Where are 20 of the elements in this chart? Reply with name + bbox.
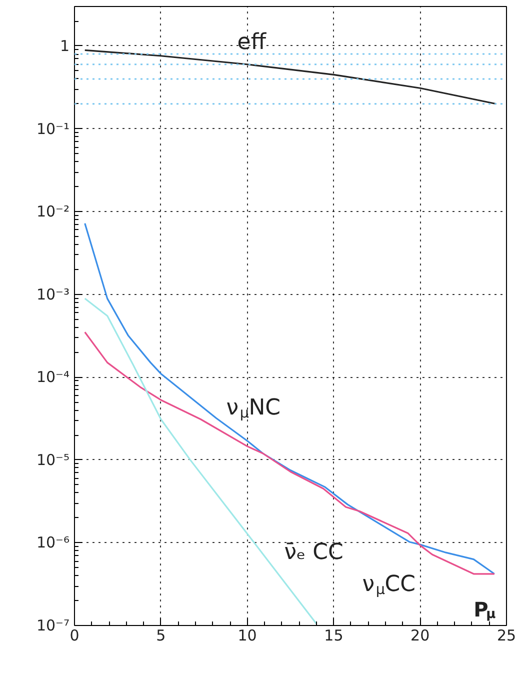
line-series bbox=[84, 222, 496, 575]
x-axis-title: Pμ bbox=[474, 598, 496, 622]
line-series bbox=[84, 49, 497, 105]
line-series bbox=[84, 331, 496, 575]
y-tick-label: 10⁻⁴ bbox=[36, 368, 70, 386]
y-tick-label: 10⁻² bbox=[36, 202, 70, 221]
x-tick-label: 20 bbox=[410, 626, 430, 644]
y-tick-label: 10⁻³ bbox=[36, 285, 70, 304]
x-tick-label: 15 bbox=[324, 626, 344, 644]
y-tick-label: 1 bbox=[60, 37, 70, 55]
series-label: ν̄ₑ CC bbox=[284, 540, 344, 566]
x-tick-label: 0 bbox=[70, 626, 80, 644]
series-label: eff bbox=[237, 30, 267, 55]
y-tick-label: 10⁻¹ bbox=[36, 120, 70, 138]
y-tick-label: 10⁻⁶ bbox=[36, 534, 70, 552]
x-tick-label: 5 bbox=[156, 626, 166, 644]
x-tick-label: 25 bbox=[496, 626, 516, 644]
x-tick-label: 10 bbox=[238, 626, 257, 644]
y-tick-label: 10⁻⁵ bbox=[36, 450, 70, 469]
y-tick-label: 10⁻⁷ bbox=[36, 616, 70, 634]
